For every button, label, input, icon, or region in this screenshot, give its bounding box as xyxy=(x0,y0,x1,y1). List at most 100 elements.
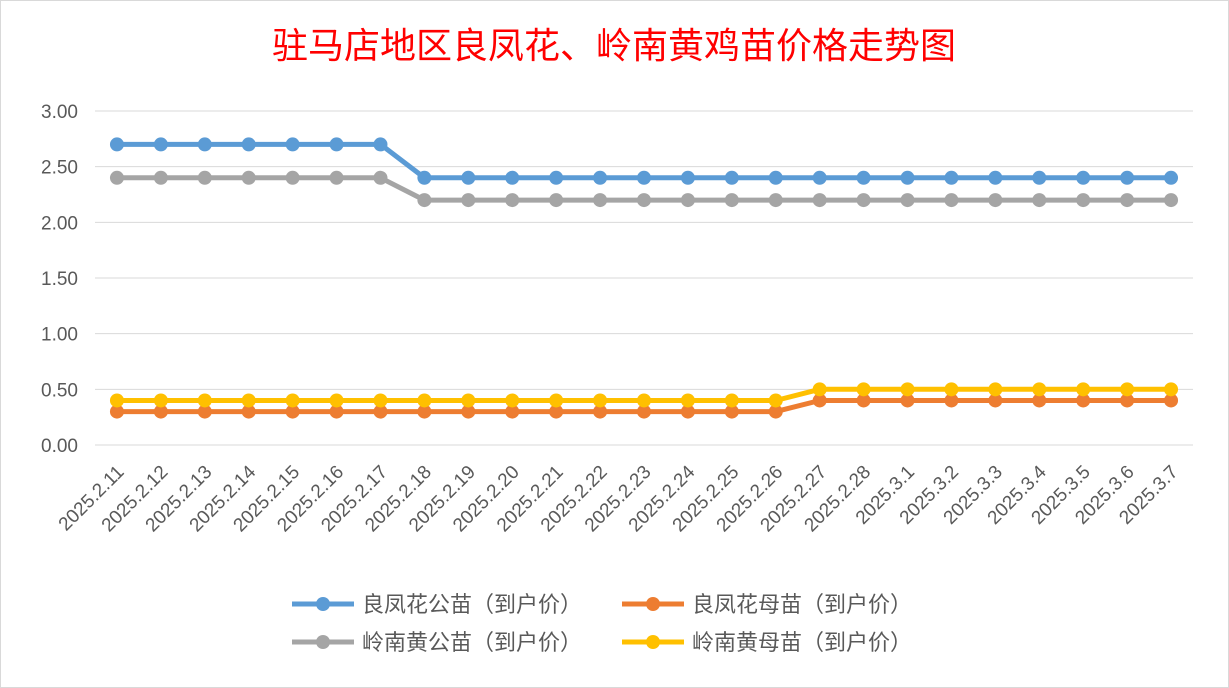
data-point xyxy=(505,170,520,185)
data-point xyxy=(417,393,432,408)
data-point xyxy=(461,404,476,419)
data-point xyxy=(417,170,432,185)
y-tick-label: 0.50 xyxy=(41,380,78,401)
data-point xyxy=(1076,382,1091,397)
legend-item[interactable]: 良凤花公苗（到户价） xyxy=(292,593,582,618)
data-point xyxy=(1076,170,1091,185)
data-point xyxy=(1032,393,1047,408)
data-point xyxy=(856,382,871,397)
data-point xyxy=(944,170,959,185)
data-point xyxy=(373,137,388,152)
data-point xyxy=(900,393,915,408)
data-point xyxy=(373,393,388,408)
data-point xyxy=(856,393,871,408)
legend-swatch-marker xyxy=(316,597,330,611)
data-point xyxy=(1120,170,1135,185)
data-point xyxy=(856,170,871,185)
data-point xyxy=(153,137,168,152)
data-point xyxy=(812,382,827,397)
data-point xyxy=(285,137,300,152)
legend-label: 岭南黄公苗（到户价） xyxy=(362,631,582,656)
data-point xyxy=(812,193,827,208)
data-point xyxy=(1120,382,1135,397)
data-point xyxy=(593,393,608,408)
legend-label: 良凤花公苗（到户价） xyxy=(362,593,582,618)
legend-swatch-marker xyxy=(646,635,660,649)
data-point xyxy=(680,193,695,208)
data-point xyxy=(724,170,739,185)
series-group xyxy=(109,137,1179,419)
chart-title: 驻马店地区良凤花、岭南黄鸡苗价格走势图 xyxy=(272,26,956,67)
data-point xyxy=(285,393,300,408)
data-point xyxy=(329,137,344,152)
data-point xyxy=(505,193,520,208)
data-point xyxy=(724,193,739,208)
data-point xyxy=(988,193,1003,208)
legend-label: 良凤花母苗（到户价） xyxy=(692,593,912,618)
data-point xyxy=(285,170,300,185)
data-point xyxy=(724,393,739,408)
legend-label: 岭南黄母苗（到户价） xyxy=(692,631,912,656)
data-point xyxy=(944,193,959,208)
data-point xyxy=(593,193,608,208)
data-point xyxy=(900,170,915,185)
data-point xyxy=(241,393,256,408)
data-point xyxy=(329,170,344,185)
data-point xyxy=(109,393,124,408)
data-point xyxy=(900,193,915,208)
data-point xyxy=(153,170,168,185)
data-point xyxy=(1076,193,1091,208)
data-point xyxy=(1164,393,1179,408)
y-tick-label: 1.00 xyxy=(41,325,78,346)
data-point xyxy=(812,393,827,408)
data-point xyxy=(241,404,256,419)
data-point xyxy=(329,404,344,419)
data-point xyxy=(549,170,564,185)
legend-swatch-marker xyxy=(316,635,330,649)
data-point xyxy=(285,404,300,419)
data-point xyxy=(637,393,651,408)
legend-item[interactable]: 良凤花母苗（到户价） xyxy=(622,593,912,618)
legend-item[interactable]: 岭南黄公苗（到户价） xyxy=(292,631,582,656)
data-point xyxy=(549,404,564,419)
data-point xyxy=(680,404,695,419)
data-point xyxy=(768,404,783,419)
legend[interactable]: 良凤花公苗（到户价） 良凤花母苗（到户价） 岭南黄公苗（到户价） 岭南黄母苗（到户价） xyxy=(292,593,912,656)
legend-item[interactable]: 岭南黄母苗（到户价） xyxy=(622,631,912,656)
y-tick-label: 2.50 xyxy=(41,158,78,179)
data-point xyxy=(1032,170,1047,185)
data-point xyxy=(197,393,212,408)
data-point xyxy=(637,404,651,419)
data-point xyxy=(856,193,871,208)
y-axis-ticks: 0.00 0.50 1.00 1.50 2.00 2.50 3.00 xyxy=(41,102,78,457)
y-tick-label: 0.00 xyxy=(41,436,78,457)
data-point xyxy=(1164,170,1179,185)
data-point xyxy=(197,137,212,152)
x-axis-ticks: 2025.2.112025.2.122025.2.132025.2.142025… xyxy=(55,461,1183,536)
data-point xyxy=(241,137,256,152)
data-point xyxy=(241,170,256,185)
data-point xyxy=(417,404,432,419)
data-point xyxy=(768,170,783,185)
data-point xyxy=(900,382,915,397)
data-point xyxy=(153,393,168,408)
data-point xyxy=(988,393,1003,408)
series-1 xyxy=(109,137,1179,185)
y-tick-label: 3.00 xyxy=(41,102,78,123)
data-point xyxy=(637,193,651,208)
data-point xyxy=(1032,193,1047,208)
data-point xyxy=(1120,393,1135,408)
legend-swatch-marker xyxy=(646,597,660,611)
data-point xyxy=(1164,193,1179,208)
data-point xyxy=(461,170,476,185)
data-point xyxy=(680,170,695,185)
data-point xyxy=(373,404,388,419)
data-point xyxy=(549,393,564,408)
data-point xyxy=(680,393,695,408)
data-point xyxy=(373,170,388,185)
data-point xyxy=(1076,393,1091,408)
data-point xyxy=(461,393,476,408)
data-point xyxy=(197,404,212,419)
data-point xyxy=(944,382,959,397)
